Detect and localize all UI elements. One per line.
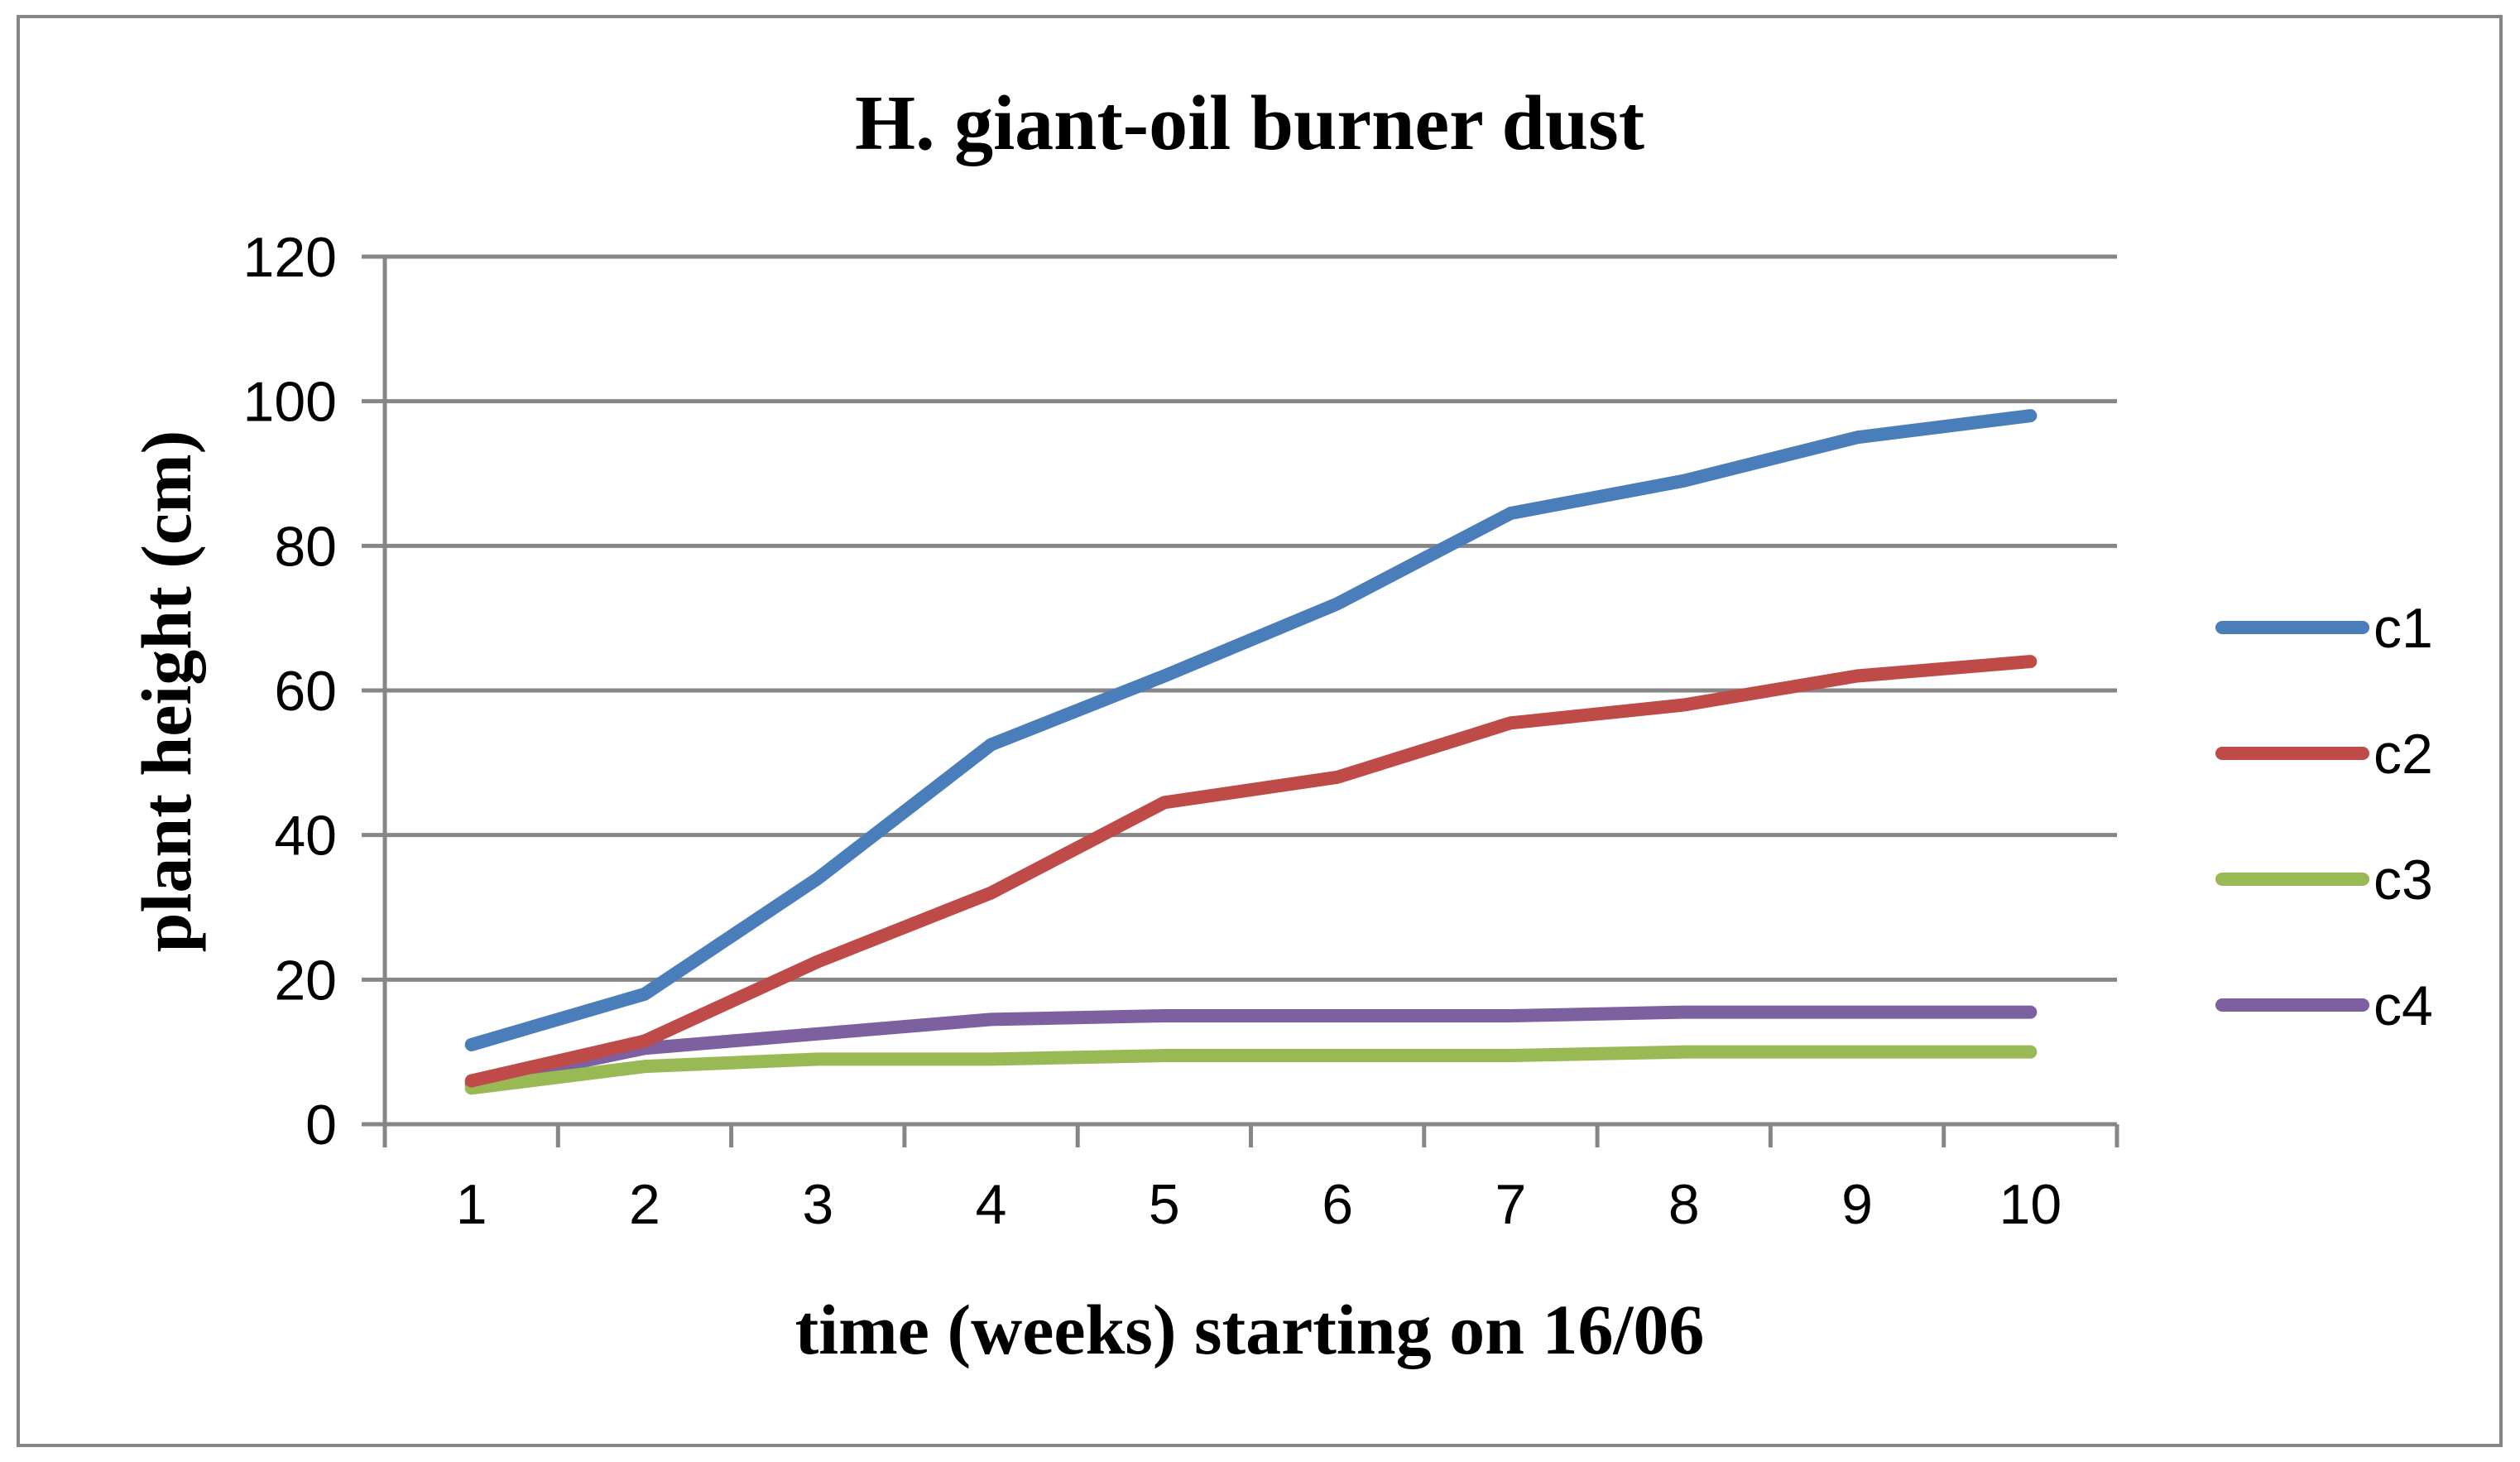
x-tick-label: 5 <box>1149 1173 1180 1236</box>
chart-border <box>17 15 2503 1447</box>
legend-label-c4: c4 <box>2374 974 2433 1037</box>
x-tick-labels: 1 2 3 4 5 6 7 8 9 10 <box>456 1173 2062 1236</box>
x-tick-label: 6 <box>1322 1173 1353 1236</box>
y-tick-labels: 0 20 40 60 80 100 120 <box>243 226 337 1157</box>
y-tick-label: 80 <box>274 515 337 578</box>
y-tick-label: 0 <box>305 1094 337 1157</box>
x-tick-label: 1 <box>456 1173 487 1236</box>
series-line-c3 <box>464 1045 2038 1095</box>
y-tick-label: 60 <box>274 660 337 723</box>
x-tick-label: 9 <box>1841 1173 1873 1236</box>
x-tick-label: 10 <box>1999 1173 2062 1236</box>
series-line-c1 <box>464 409 2038 1051</box>
plot-series <box>464 409 2038 1095</box>
series-line-c4 <box>464 1005 2038 1091</box>
x-tick-label: 7 <box>1495 1173 1527 1236</box>
y-tick-label: 40 <box>274 805 337 868</box>
chart-title: H. giant-oil burner dust <box>855 80 1644 166</box>
legend-label-c3: c3 <box>2374 849 2433 911</box>
x-tick-label: 2 <box>629 1173 660 1236</box>
legend: c1 c2 c3 c4 <box>2215 597 2433 1037</box>
y-axis-title: plant height (cm) <box>127 430 206 953</box>
series-line-c2 <box>464 655 2038 1088</box>
y-tick-label: 20 <box>274 949 337 1012</box>
x-tick-label: 3 <box>802 1173 833 1236</box>
legend-label-c2: c2 <box>2374 723 2433 786</box>
legend-label-c1: c1 <box>2374 597 2433 660</box>
axes <box>362 257 2119 1147</box>
x-axis-title: time (weeks) starting on 16/06 <box>795 1290 1705 1369</box>
y-tick-label: 100 <box>243 371 337 434</box>
x-tick-label: 8 <box>1668 1173 1700 1236</box>
y-tick-label: 120 <box>243 226 337 289</box>
gridlines <box>362 254 2117 982</box>
x-tick-label: 4 <box>976 1173 1007 1236</box>
